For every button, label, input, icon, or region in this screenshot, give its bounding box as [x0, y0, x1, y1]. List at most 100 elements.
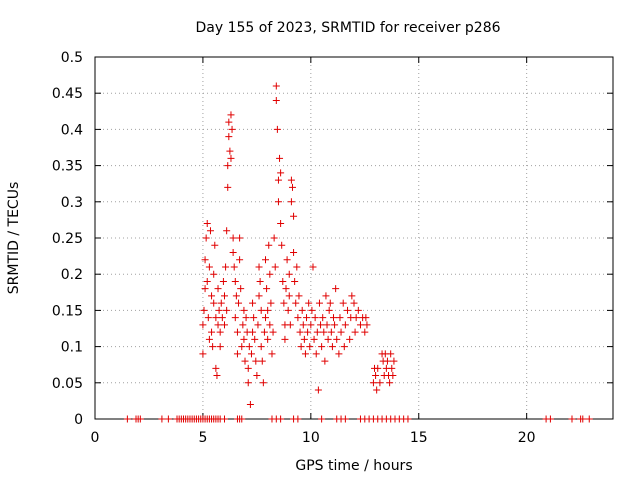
data-point	[230, 263, 238, 271]
data-point	[290, 212, 298, 220]
x-tick-label: 15	[410, 430, 428, 446]
data-point	[294, 314, 302, 322]
data-point	[389, 372, 397, 380]
data-point	[288, 183, 296, 191]
x-tick-label: 20	[518, 430, 536, 446]
data-point	[208, 292, 216, 300]
data-point	[237, 285, 245, 293]
data-point	[301, 350, 309, 358]
data-point	[293, 263, 301, 271]
y-tick-label: 0.15	[52, 303, 83, 319]
data-point	[200, 306, 208, 314]
data-point	[325, 306, 333, 314]
data-point	[199, 321, 207, 329]
data-point	[283, 256, 291, 264]
data-point	[290, 248, 298, 256]
data-point	[322, 292, 330, 300]
data-point	[255, 263, 263, 271]
data-point	[309, 263, 317, 271]
data-point	[281, 335, 289, 343]
data-point	[310, 335, 318, 343]
data-point	[363, 321, 371, 329]
data-point	[341, 415, 349, 423]
data-point	[254, 321, 262, 329]
data-point	[390, 357, 398, 365]
y-tick-label: 0.4	[61, 122, 83, 138]
data-point	[223, 306, 231, 314]
data-point	[266, 321, 274, 329]
y-tick-label: 0	[74, 412, 83, 428]
data-point	[387, 350, 395, 358]
data-point	[164, 415, 172, 423]
x-tick-label: 10	[302, 430, 320, 446]
data-point	[344, 306, 352, 314]
x-tick-label: 5	[198, 430, 207, 446]
data-point	[351, 328, 359, 336]
data-point	[239, 321, 247, 329]
data-point	[579, 415, 587, 423]
data-point	[228, 125, 236, 133]
data-point	[295, 292, 303, 300]
data-point	[203, 220, 211, 228]
data-point	[249, 328, 257, 336]
data-point	[265, 241, 273, 249]
data-point	[219, 277, 227, 285]
data-point	[287, 176, 295, 184]
data-point	[328, 343, 336, 351]
data-point	[317, 321, 325, 329]
data-point	[214, 321, 222, 329]
data-point	[227, 154, 235, 162]
data-point	[251, 335, 259, 343]
data-point	[336, 314, 344, 322]
y-tick-label: 0.25	[52, 231, 83, 247]
data-point	[223, 227, 231, 235]
data-point	[208, 328, 216, 336]
data-point	[210, 299, 218, 307]
data-point	[204, 314, 212, 322]
data-point	[233, 350, 241, 358]
data-point	[313, 328, 321, 336]
data-point	[291, 277, 299, 285]
data-point	[307, 321, 315, 329]
data-point	[568, 415, 576, 423]
data-point	[318, 415, 326, 423]
data-point	[294, 415, 302, 423]
data-point	[216, 343, 224, 351]
data-point	[229, 248, 237, 256]
data-point	[331, 321, 339, 329]
data-point	[374, 364, 382, 372]
y-tick-label: 0.35	[52, 159, 83, 175]
data-point	[250, 314, 258, 322]
y-tick-label: 0.05	[52, 376, 83, 392]
data-point	[376, 379, 384, 387]
data-point	[312, 350, 320, 358]
data-point	[326, 299, 334, 307]
x-tick-label: 0	[91, 430, 100, 446]
x-axis-label: GPS time / hours	[295, 458, 412, 474]
data-point	[266, 270, 274, 278]
data-point	[224, 183, 232, 191]
data-point	[245, 343, 253, 351]
data-point	[246, 401, 254, 409]
data-point	[211, 241, 219, 249]
data-point	[238, 343, 246, 351]
data-point	[233, 328, 241, 336]
data-point	[285, 292, 293, 300]
data-point	[253, 372, 261, 380]
data-point	[284, 306, 292, 314]
data-point	[274, 198, 282, 206]
data-point	[221, 321, 228, 329]
data-point	[320, 328, 328, 336]
data-point	[323, 321, 331, 329]
y-tick-label: 0.3	[61, 195, 83, 211]
data-point	[213, 372, 221, 380]
data-point	[386, 379, 394, 387]
data-point	[305, 299, 313, 307]
data-point	[332, 285, 340, 293]
data-point	[231, 314, 239, 322]
data-point	[373, 386, 381, 394]
data-point	[274, 176, 282, 184]
data-point	[333, 335, 341, 343]
data-point	[277, 220, 285, 228]
